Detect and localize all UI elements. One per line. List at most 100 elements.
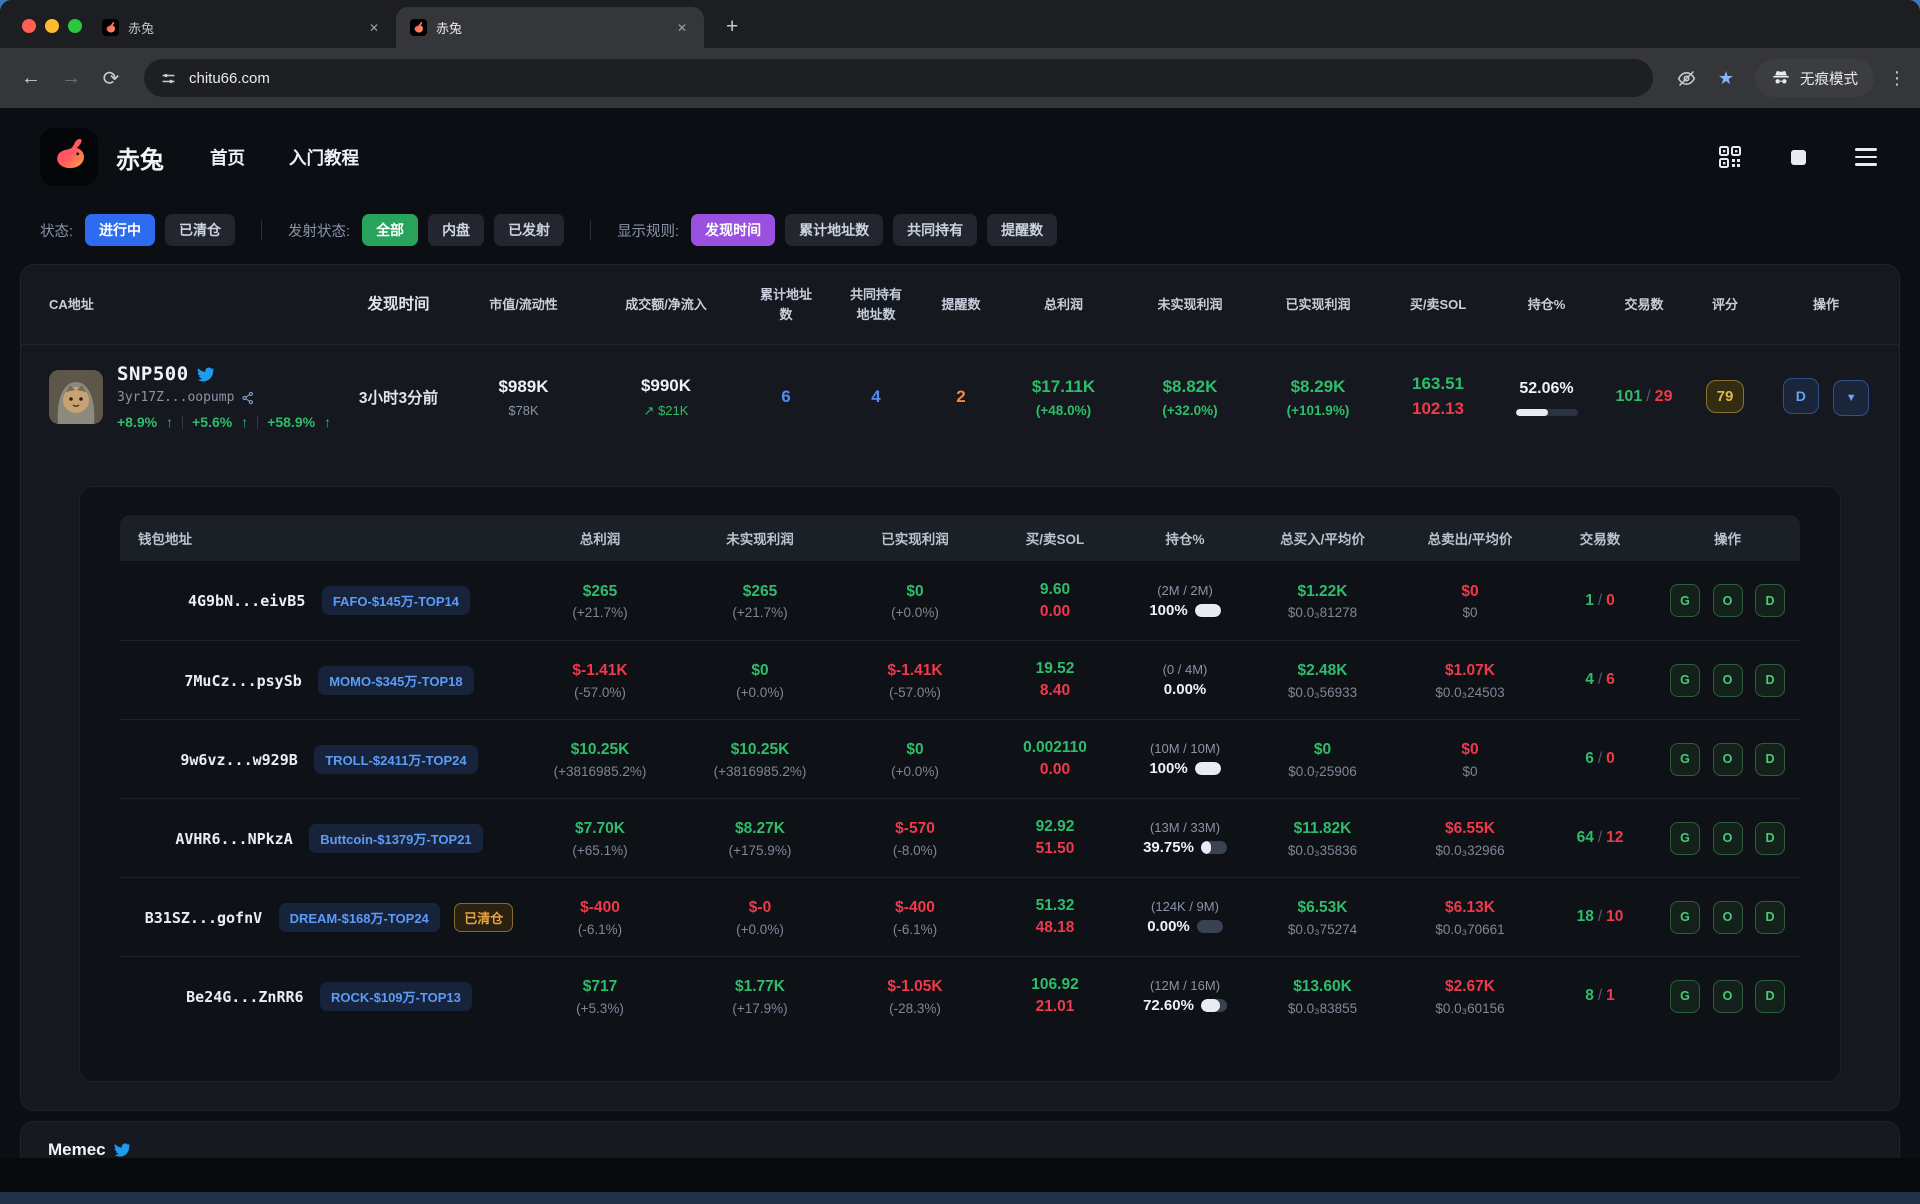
wallet-address[interactable]: 4G9bN...eivB5: [187, 592, 306, 610]
position-toggle[interactable]: [1194, 603, 1221, 617]
filter-status-active[interactable]: 进行中: [85, 214, 156, 246]
d-button[interactable]: D: [1754, 742, 1785, 776]
o-button[interactable]: O: [1712, 900, 1743, 934]
position-toggle[interactable]: [1194, 762, 1221, 775]
new-tab-button[interactable]: +: [726, 15, 739, 38]
close-tab-icon[interactable]: ✕: [676, 20, 687, 35]
rabbit-logo-icon[interactable]: [40, 128, 98, 186]
g-button[interactable]: G: [1670, 821, 1701, 855]
g-button[interactable]: G: [1670, 979, 1701, 1013]
twitter-icon[interactable]: [114, 1142, 130, 1158]
site-info-icon[interactable]: [160, 70, 177, 87]
wallet-rows: 4G9bN...eivB5 FAFO-$145万-TOP14 $265 (+21…: [120, 561, 1800, 1035]
filter-rule-alerts[interactable]: 提醒数: [987, 214, 1058, 246]
browser-tab-2[interactable]: 赤兔 ✕: [396, 7, 704, 48]
g-button[interactable]: G: [1670, 742, 1701, 776]
unrealized-profit: $1.77K: [735, 978, 785, 996]
unrealized-pct: (+3816985.2%): [713, 763, 807, 779]
token-tag-badge[interactable]: TROLL-$2411万-TOP24: [314, 744, 478, 774]
square-icon[interactable]: [1784, 143, 1812, 171]
o-button[interactable]: O: [1712, 979, 1743, 1013]
token-address[interactable]: 3yr17Z...oopump: [117, 390, 235, 405]
filter-rule-shared[interactable]: 共同持有: [893, 214, 978, 246]
col-buy-sell-sol: 买/卖SOL: [1025, 532, 1085, 547]
bookmark-star-icon[interactable]: ★: [1717, 67, 1735, 88]
col-shared-addr: 共同持有地址数: [849, 287, 902, 322]
d-button[interactable]: D: [1754, 900, 1785, 934]
sell-sol: 8.40: [1039, 682, 1071, 699]
sell-total: $6.13K: [1445, 899, 1495, 917]
token-tag-badge[interactable]: ROCK-$109万-TOP13: [320, 981, 472, 1011]
filter-label-rule: 显示规则:: [617, 223, 680, 240]
token-row[interactable]: SNP500 3yr17Z...oopump +8.: [21, 345, 1899, 450]
token-table-header: CA地址 发现时间 市值/流动性 成交额/净流入 累计地址数 共同持有地址数 提…: [21, 265, 1899, 345]
col-buy-sell-sol: 买/卖SOL: [1409, 296, 1467, 312]
token-tag-badge[interactable]: DREAM-$168万-TOP24: [278, 902, 440, 932]
share-icon[interactable]: [241, 391, 255, 405]
minimize-window-button[interactable]: [45, 19, 59, 33]
close-tab-icon[interactable]: ✕: [368, 20, 379, 35]
menu-icon[interactable]: [1852, 143, 1880, 171]
twitter-icon[interactable]: [197, 366, 214, 383]
sell-sol: 51.50: [1035, 840, 1075, 857]
back-icon[interactable]: ←: [21, 66, 41, 89]
wallet-address[interactable]: 9w6vz...w929B: [180, 750, 298, 769]
o-button[interactable]: O: [1712, 663, 1743, 697]
o-button[interactable]: O: [1712, 821, 1743, 855]
wallet-address[interactable]: Be24G...ZnRR6: [186, 987, 304, 1006]
holdings: (12M / 16M): [1149, 978, 1221, 993]
g-button[interactable]: G: [1670, 663, 1701, 697]
token-tag-badge[interactable]: Buttcoin-$1379万-TOP21: [309, 823, 483, 853]
url-text[interactable]: chitu66.com: [189, 69, 270, 87]
nav-tutorial[interactable]: 入门教程: [289, 147, 359, 168]
forward-icon[interactable]: →: [61, 66, 81, 89]
filter-launch-internal[interactable]: 内盘: [428, 214, 485, 246]
kebab-menu-icon[interactable]: ⋮: [1888, 67, 1906, 88]
nav-home[interactable]: 首页: [210, 147, 245, 168]
reload-icon[interactable]: ⟳: [102, 67, 120, 90]
filter-rule-discover-time[interactable]: 发现时间: [691, 214, 776, 246]
eye-off-icon[interactable]: [1669, 61, 1703, 95]
gain-1: +8.9%: [117, 414, 158, 430]
filter-launch-all[interactable]: 全部: [362, 214, 419, 246]
position-pct: 0.00%: [1163, 681, 1207, 698]
maximize-window-button[interactable]: [68, 19, 82, 33]
buy-avg-price: $0.0₇25906: [1288, 763, 1357, 779]
wallet-address[interactable]: 7MuCz...psySb: [184, 671, 302, 690]
close-window-button[interactable]: [22, 19, 36, 33]
d-button[interactable]: D: [1754, 979, 1785, 1013]
g-button[interactable]: G: [1670, 584, 1701, 617]
buy-total: $1.22K: [1297, 582, 1348, 600]
realized-pct: (+101.9%): [1286, 403, 1350, 419]
col-tx-count: 交易数: [1624, 296, 1664, 312]
unrealized-profit: $10.25K: [730, 741, 790, 759]
g-button[interactable]: G: [1670, 900, 1701, 934]
browser-tab-1[interactable]: 赤兔 ✕: [88, 7, 396, 48]
unrealized-profit: $8.82K: [1162, 376, 1218, 396]
d-button[interactable]: D: [1754, 821, 1785, 855]
position-toggle[interactable]: [1200, 999, 1227, 1012]
token-tag-badge[interactable]: MOMO-$345万-TOP18: [318, 665, 474, 695]
qr-scan-icon[interactable]: [1716, 143, 1744, 171]
col-mcap: 市值/流动性: [489, 296, 558, 312]
total-profit-pct: (+5.3%): [576, 1000, 624, 1016]
buy-sol: 51.32: [1035, 897, 1075, 915]
address-bar[interactable]: chitu66.com: [144, 59, 1653, 97]
incognito-badge: 无痕模式: [1755, 59, 1874, 97]
d-button[interactable]: D: [1754, 584, 1785, 617]
o-button[interactable]: O: [1712, 742, 1743, 776]
expand-button[interactable]: ▼: [1833, 379, 1870, 416]
d-button[interactable]: D: [1754, 663, 1785, 697]
filter-rule-cum-addresses[interactable]: 累计地址数: [785, 214, 884, 246]
score-badge: 79: [1706, 380, 1744, 413]
position-toggle[interactable]: [1196, 920, 1223, 933]
cleared-badge: 已清仓: [454, 902, 514, 932]
wallet-address[interactable]: B31SZ...gofnV: [144, 908, 263, 927]
d-button[interactable]: D: [1782, 377, 1819, 414]
filter-status-cleared[interactable]: 已清仓: [165, 214, 236, 246]
token-tag-badge[interactable]: FAFO-$145万-TOP14: [321, 586, 471, 615]
filter-launch-launched[interactable]: 已发射: [494, 214, 565, 246]
o-button[interactable]: O: [1712, 584, 1743, 617]
position-toggle[interactable]: [1200, 841, 1227, 854]
wallet-address[interactable]: AVHR6...NPkzA: [175, 829, 293, 848]
